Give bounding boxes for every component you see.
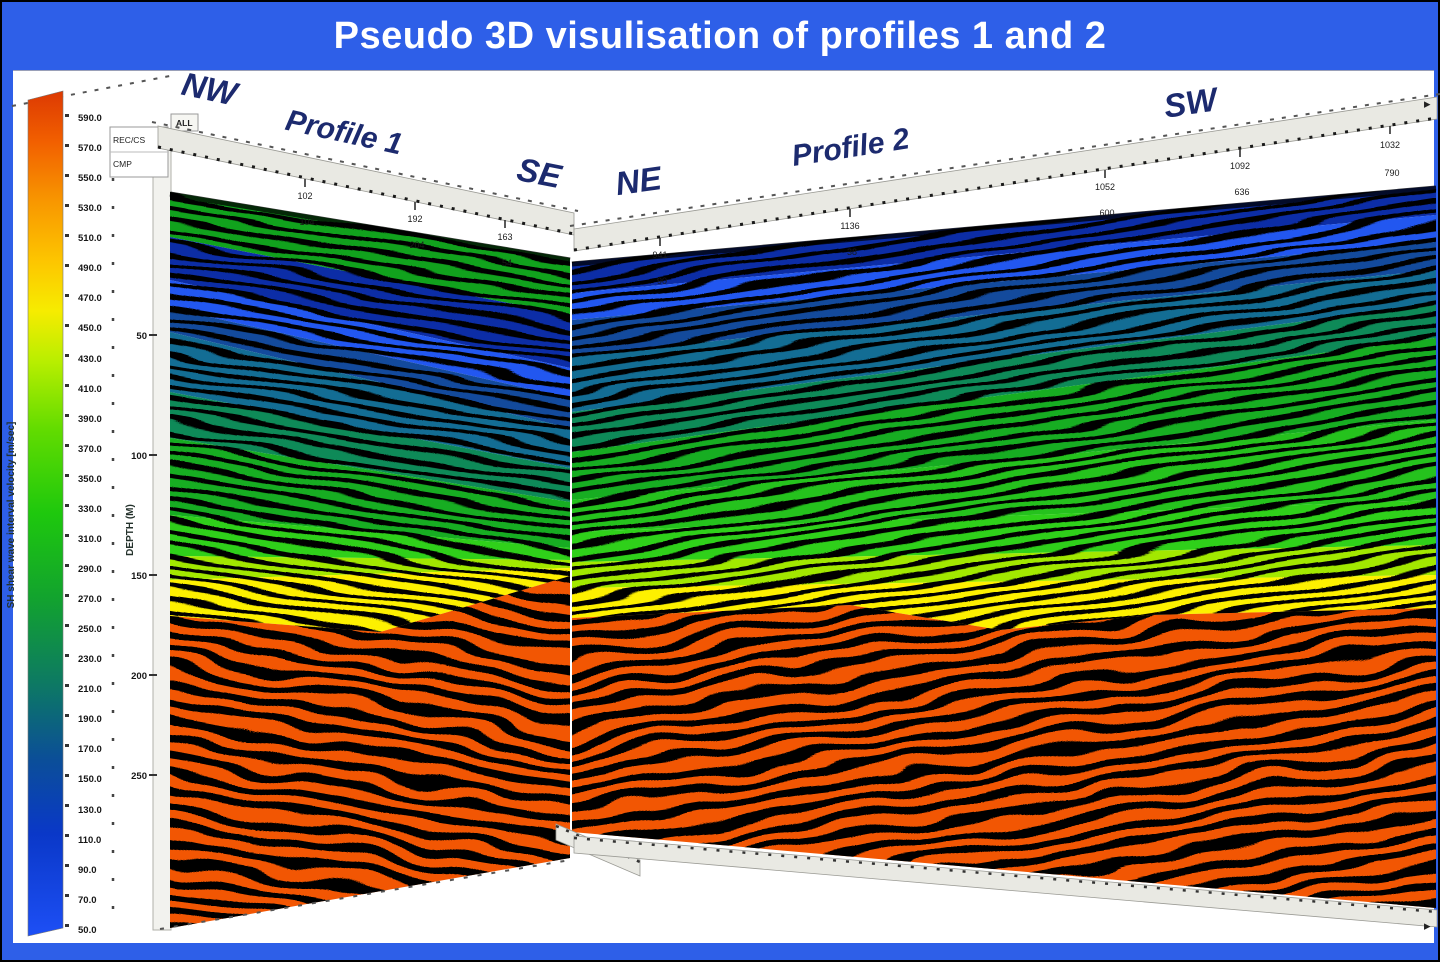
p2-top-edge xyxy=(571,185,1437,267)
station-rec-label: 102 xyxy=(297,191,312,201)
station-rec-label: 163 xyxy=(497,232,512,242)
p2-station-labels: 941 90 1136 38 1052 600 1092 636 1032 79… xyxy=(652,126,1400,286)
station-cmp-label: 90 xyxy=(657,276,667,286)
scroll-right-arrow-bottom-icon[interactable]: ▸ xyxy=(1424,918,1431,933)
profile1-label: Profile 1 xyxy=(283,104,406,161)
station-cmp-label: 38 xyxy=(847,247,857,257)
colorbar-tick-label: 430.0 xyxy=(78,354,102,365)
station-rec-label: 1032 xyxy=(1380,140,1400,150)
depth-axis-title: DEPTH (M) xyxy=(125,504,136,556)
bottom-rulers xyxy=(159,823,1438,930)
colorbar-tick-label: 50.0 xyxy=(78,925,97,936)
station-rec-label: 1052 xyxy=(1095,182,1115,192)
colorbar-tick-label: 370.0 xyxy=(78,444,102,455)
station-rec-label: 1092 xyxy=(1230,161,1250,171)
compass-sw-label: SW xyxy=(1161,80,1222,125)
colorbar-tick-label: 70.0 xyxy=(78,895,97,906)
station-cmp-label: 54 xyxy=(502,258,512,268)
p2-wiggle-texture-fine xyxy=(572,186,1436,630)
colorbar-tick-label: 570.0 xyxy=(78,143,102,154)
compass-nw-label: NW xyxy=(179,65,243,113)
p1-wiggle-texture-fine xyxy=(170,192,570,632)
p1-wiggle-texture-coarse xyxy=(170,576,570,928)
colorbar-tick-label: 150.0 xyxy=(78,774,102,785)
title-bar: Pseudo 3D visulisation of profiles 1 and… xyxy=(2,2,1438,70)
p1-top-edge xyxy=(169,191,571,263)
colorbar-tick-label: 270.0 xyxy=(78,594,102,605)
station-rec-label: 941 xyxy=(652,250,667,260)
profile1-section[interactable] xyxy=(145,165,595,950)
colorbar-tick-label: 350.0 xyxy=(78,474,102,485)
colorbar-tick-label: 550.0 xyxy=(78,173,102,184)
colorbar-tick-label: 530.0 xyxy=(78,203,102,214)
colorbar-tick-label: 250.0 xyxy=(78,624,102,635)
p2-bottom-ruler-ticks xyxy=(573,836,1438,914)
p2-bottom-ruler-band xyxy=(573,835,1438,928)
depth-tick-label: 100 xyxy=(131,451,147,462)
velocity-colorbar: SH shear wave interval velocity [m/sec] … xyxy=(6,75,171,937)
colorbar-tick-label: 170.0 xyxy=(78,744,102,755)
colorbar-tick-label: 290.0 xyxy=(78,564,102,575)
colorbar-tick-label: 90.0 xyxy=(78,865,97,876)
colorbar-tick-label: 390.0 xyxy=(78,414,102,425)
station-cmp-label: 104 xyxy=(299,217,314,227)
station-cmp-label: 790 xyxy=(1384,168,1399,178)
compass-se-label: SE xyxy=(514,150,565,195)
p2-ruler-top-dashes xyxy=(569,93,1440,227)
cmp-header-label: CMP xyxy=(113,159,132,169)
depth-axis-band xyxy=(152,139,172,931)
colorbar-tick-label: 470.0 xyxy=(78,293,102,304)
depth-tick-label: 250 xyxy=(131,771,147,782)
rec-header-label: REC/CS xyxy=(113,135,145,145)
p1-station-labels: 102 104 192 204 163 54 xyxy=(297,179,513,268)
colorbar-gradient xyxy=(27,90,64,937)
depth-tick-label: 150 xyxy=(131,571,147,582)
colorbar-tick-label: 190.0 xyxy=(78,714,102,725)
colorbar-tick-label: 110.0 xyxy=(78,835,101,846)
colorbar-axis-title: SH shear wave interval velocity [m/sec] xyxy=(6,422,17,609)
p1-ruler-top-dashes xyxy=(151,121,579,212)
colorbar-tick-label: 450.0 xyxy=(78,323,102,334)
colorbar-tick-label: 130.0 xyxy=(78,805,102,816)
colorbar-tick-label: 230.0 xyxy=(78,654,102,665)
profile2-label: Profile 2 xyxy=(790,122,912,173)
profile2-section[interactable] xyxy=(555,160,1440,950)
station-rec-label: 1136 xyxy=(840,221,859,231)
p2-ruler-ticks xyxy=(573,116,1438,252)
page-title: Pseudo 3D visulisation of profiles 1 and… xyxy=(333,14,1107,57)
colorbar-tick-label: 510.0 xyxy=(78,233,102,244)
depth-tick-label: 200 xyxy=(131,671,147,682)
profile2-ruler xyxy=(569,93,1440,252)
p2-ruler-band xyxy=(573,96,1438,252)
station-cmp-label: 204 xyxy=(409,240,424,250)
colorbar-tick-label: 590.0 xyxy=(78,113,102,124)
colorbar-tick-label: 410.0 xyxy=(78,384,102,395)
colorbar-tick-label: 490.0 xyxy=(78,263,102,274)
colorbar-tick-label: 310.0 xyxy=(78,534,102,545)
station-cmp-label: 636 xyxy=(1234,187,1249,197)
colorbar-tick-label: 330.0 xyxy=(78,504,102,515)
station-cmp-label: 600 xyxy=(1099,208,1114,218)
colorbar-tick-label: 210.0 xyxy=(78,684,102,695)
depth-tick-label: 50 xyxy=(136,331,147,342)
colorbar-tick-labels: 590.0 570.0 550.0 530.0 510.0 490.0 470.… xyxy=(78,113,102,936)
all-button-label: ALL xyxy=(176,118,193,128)
station-rec-label: 192 xyxy=(407,214,422,224)
scroll-right-arrow-icon[interactable]: ▸ xyxy=(1424,96,1431,111)
compass-ne-label: NE xyxy=(613,159,665,202)
